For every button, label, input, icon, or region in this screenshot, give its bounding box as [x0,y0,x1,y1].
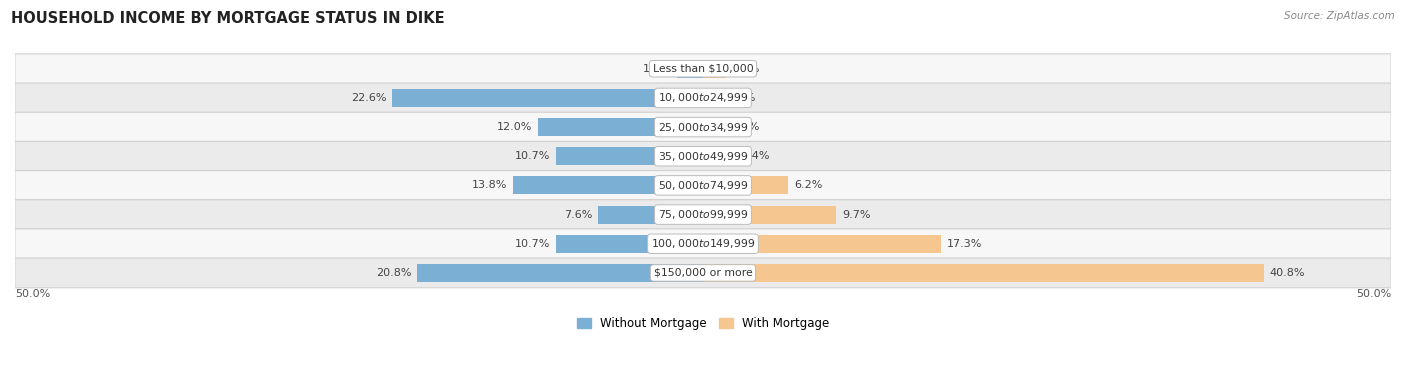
Bar [703,60,727,78]
Bar [599,205,703,224]
Bar [703,89,723,107]
Text: $25,000 to $34,999: $25,000 to $34,999 [658,121,748,133]
Text: 50.0%: 50.0% [1355,289,1391,299]
Text: 2.4%: 2.4% [741,151,770,161]
FancyBboxPatch shape [15,83,1391,113]
Text: 12.0%: 12.0% [496,122,533,132]
FancyBboxPatch shape [15,229,1391,259]
Text: 40.8%: 40.8% [1270,268,1305,278]
Text: 6.2%: 6.2% [794,181,823,190]
Text: 22.6%: 22.6% [352,93,387,103]
Text: $75,000 to $99,999: $75,000 to $99,999 [658,208,748,221]
Text: Source: ZipAtlas.com: Source: ZipAtlas.com [1284,11,1395,21]
Bar [703,147,735,165]
Bar [676,60,703,78]
Text: 13.8%: 13.8% [472,181,508,190]
Bar [538,118,703,136]
Text: $10,000 to $24,999: $10,000 to $24,999 [658,91,748,104]
FancyBboxPatch shape [15,170,1391,200]
Text: 50.0%: 50.0% [15,289,51,299]
Text: 17.3%: 17.3% [946,239,981,249]
Text: 7.6%: 7.6% [565,210,593,219]
FancyBboxPatch shape [15,141,1391,171]
Text: HOUSEHOLD INCOME BY MORTGAGE STATUS IN DIKE: HOUSEHOLD INCOME BY MORTGAGE STATUS IN D… [11,11,444,26]
FancyBboxPatch shape [15,258,1391,288]
Text: 10.7%: 10.7% [515,151,550,161]
Legend: Without Mortgage, With Mortgage: Without Mortgage, With Mortgage [572,313,834,335]
Bar [416,264,703,282]
Bar [703,176,789,195]
Text: 1.9%: 1.9% [643,64,671,74]
Text: 1.4%: 1.4% [728,93,756,103]
Bar [703,235,941,253]
Text: Less than $10,000: Less than $10,000 [652,64,754,74]
Text: 9.7%: 9.7% [842,210,870,219]
Bar [703,118,727,136]
Text: 20.8%: 20.8% [375,268,412,278]
Text: $100,000 to $149,999: $100,000 to $149,999 [651,237,755,250]
Text: 10.7%: 10.7% [515,239,550,249]
FancyBboxPatch shape [15,112,1391,142]
FancyBboxPatch shape [15,200,1391,230]
Text: 1.7%: 1.7% [733,122,761,132]
Text: $50,000 to $74,999: $50,000 to $74,999 [658,179,748,192]
Bar [555,235,703,253]
Text: $150,000 or more: $150,000 or more [654,268,752,278]
Text: $35,000 to $49,999: $35,000 to $49,999 [658,150,748,163]
Bar [703,264,1264,282]
FancyBboxPatch shape [15,54,1391,84]
Bar [703,205,837,224]
Text: 1.7%: 1.7% [733,64,761,74]
Bar [555,147,703,165]
Bar [513,176,703,195]
Bar [392,89,703,107]
